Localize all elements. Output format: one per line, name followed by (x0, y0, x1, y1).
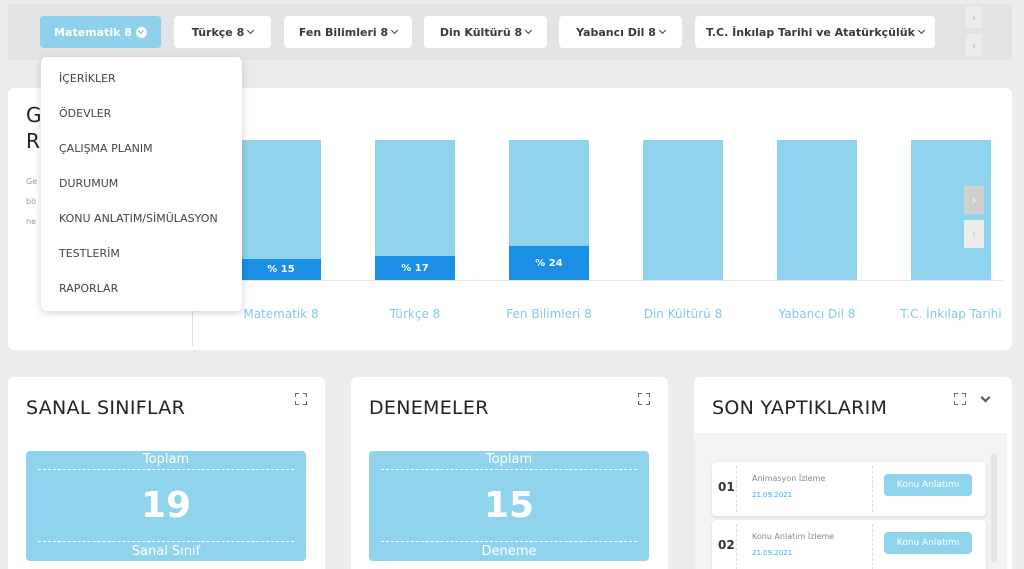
total-box: Toplam 19 Sanal Sınıf (26, 451, 306, 561)
chevron-down-icon (247, 26, 255, 35)
list-item: 01 Animasyon İzleme 21.09.2021 Konu Anla… (712, 462, 986, 516)
chevron-down-icon[interactable] (980, 392, 991, 403)
menu-item-icerikler[interactable]: İÇERİKLER (59, 72, 116, 85)
chevron-down-icon (135, 26, 147, 38)
tab-din-kulturu[interactable]: Din Kültürü 8 (424, 16, 547, 48)
chart-category-label: Yabancı Dil 8 (778, 307, 856, 321)
chart-category-label: Türkçe 8 (389, 307, 441, 321)
tab-inkilap-tarihi[interactable]: T.C. İnkılap Tarihi ve Atatürkçülük (695, 16, 935, 48)
list-item: 02 Konu Anlatım İzleme 21.09.2021 Konu A… (712, 520, 986, 569)
chart-bar-track: % 24 (509, 140, 589, 280)
chevron-down-icon (917, 26, 925, 35)
chart-bar-track (777, 140, 857, 280)
total-count: 19 (140, 485, 192, 526)
total-count: 15 (483, 485, 535, 526)
chevron-down-icon (525, 26, 533, 35)
chevron-down-icon (391, 26, 399, 35)
chart-category-label: T.C. İnkılap Tarihi (900, 307, 1002, 321)
chart-bar: % 15 (241, 259, 321, 280)
expand-icon[interactable] (295, 393, 307, 405)
menu-item-raporlar[interactable]: RAPORLAR (59, 282, 119, 295)
chart-bar-track (643, 140, 723, 280)
subject-dropdown-menu: İÇERİKLER ÖDEVLER ÇALIŞMA PLANIM DURUMUM… (41, 57, 242, 311)
divider (192, 298, 193, 346)
chart-bar-track: % 15 (241, 140, 321, 280)
chart-next-button[interactable]: › (964, 186, 984, 214)
tab-turkce[interactable]: Türkçe 8 (174, 16, 271, 48)
chart-data-label: % 24 (535, 257, 563, 269)
card-title: SANAL SINIFLAR (26, 397, 186, 419)
tab-yabanci-dil[interactable]: Yabancı Dil 8 (559, 16, 682, 48)
scrollbar[interactable] (991, 453, 997, 563)
chart-prev-button[interactable]: ‹ (964, 220, 984, 248)
chevron-down-icon (658, 26, 666, 35)
chart-category-label: Matematik 8 (243, 307, 319, 321)
chart-data-label: % 15 (267, 264, 295, 275)
trial-exams-card: DENEMELER Toplam 15 Deneme (351, 377, 668, 569)
chart-bar: % 17 (375, 256, 455, 280)
chart-bar: % 24 (509, 246, 589, 280)
total-box: Toplam 15 Deneme (369, 451, 649, 561)
expand-icon[interactable] (638, 393, 650, 405)
tab-scroll-prev-button[interactable]: ‹ (966, 34, 982, 56)
menu-item-konu-anlatim[interactable]: KONU ANLATIM/SİMÜLASYON (59, 212, 218, 225)
topic-button[interactable]: Konu Anlatımı (884, 532, 972, 554)
stats-title: G R (26, 103, 42, 153)
chart-category-label: Fen Bilimleri 8 (506, 307, 592, 321)
menu-item-odevler[interactable]: ÖDEVLER (59, 107, 112, 120)
chart-bar-track: % 17 (375, 140, 455, 280)
chart-category-label: Din Kültürü 8 (643, 307, 723, 321)
chart-baseline (233, 280, 1003, 281)
card-title: SON YAPTIKLARIM (712, 397, 888, 419)
tab-fen-bilimleri[interactable]: Fen Bilimleri 8 (284, 16, 412, 48)
menu-item-testlerim[interactable]: TESTLERİM (59, 247, 120, 260)
stats-description: Ge bö ne (26, 177, 38, 226)
topic-button[interactable]: Konu Anlatımı (884, 474, 972, 496)
card-title: DENEMELER (369, 397, 489, 419)
chart-data-label: % 17 (401, 262, 429, 274)
recent-activity-card: SON YAPTIKLARIM 01 Animasyon İzleme 21.0… (694, 377, 1012, 569)
subject-tab-bar: Matematik 8 Türkçe 8 Fen Bilimleri 8 Din… (8, 4, 1012, 60)
tab-matematik[interactable]: Matematik 8 (40, 16, 161, 48)
menu-item-calisma-planim[interactable]: ÇALIŞMA PLANIM (59, 142, 153, 155)
expand-icon[interactable] (954, 393, 966, 405)
virtual-classes-card: SANAL SINIFLAR Toplam 19 Sanal Sınıf (8, 377, 325, 569)
menu-item-durumum[interactable]: DURUMUM (59, 177, 119, 190)
tab-scroll-next-button[interactable]: › (966, 6, 982, 28)
